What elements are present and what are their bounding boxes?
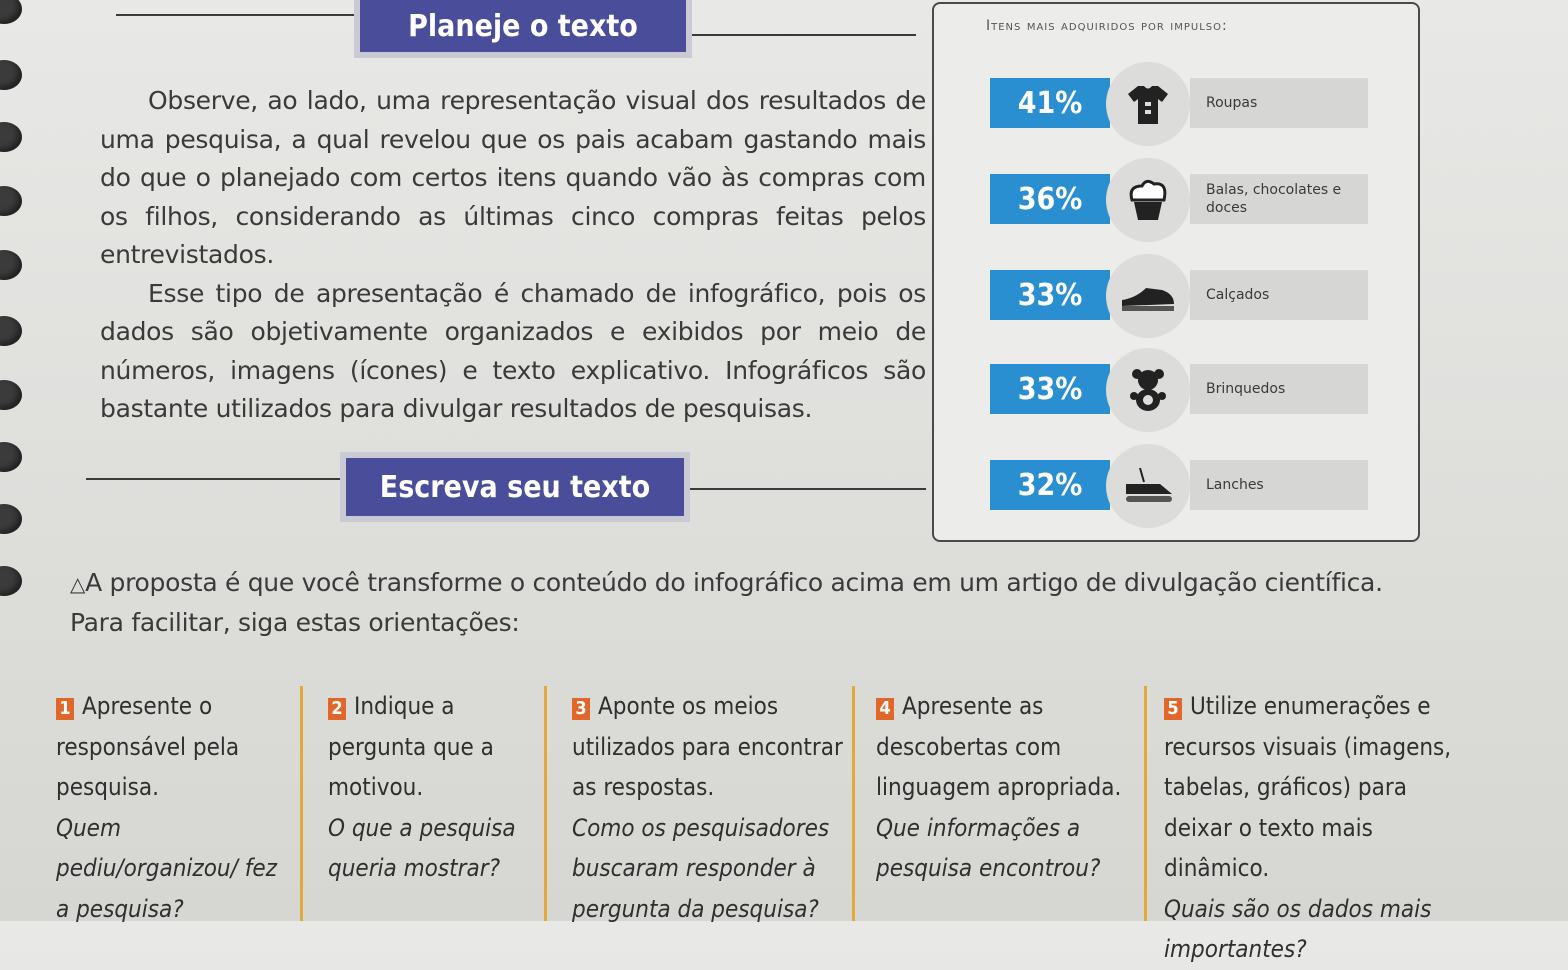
icon-circle xyxy=(1106,348,1190,432)
divider xyxy=(544,686,547,921)
teddy-bear-icon xyxy=(1130,369,1166,411)
binder-hole xyxy=(0,60,22,90)
rule-left xyxy=(86,478,340,480)
binder-hole xyxy=(0,316,22,346)
icon-circle xyxy=(1106,444,1190,528)
shirt-icon xyxy=(1128,86,1168,124)
item-label: Roupas xyxy=(1190,78,1368,128)
divider xyxy=(300,686,303,921)
step-number: 1 xyxy=(56,698,74,720)
binder-hole xyxy=(0,122,22,152)
percent-badge: 33% xyxy=(990,270,1110,320)
cupcake-icon xyxy=(1129,179,1167,220)
step-2: 2 Indique a pergunta que a motivou. O que… xyxy=(328,686,540,889)
proposal-line-1: △A proposta é que você transforme o cont… xyxy=(70,568,1383,597)
proposal-line-2: Para facilitar, siga estas orientações: xyxy=(70,608,520,637)
step-3: 3 Aponte os meios utilizados para encontr… xyxy=(572,686,848,929)
step-question: Que informações a pesquisa encontrou? xyxy=(876,813,1101,883)
binder-hole xyxy=(0,0,22,24)
sandwich-icon xyxy=(1126,467,1172,502)
icon-circle xyxy=(1106,254,1190,338)
step-4: 4 Apresente as descobertas com linguagem … xyxy=(876,686,1138,889)
step-question: Como os pesquisadores buscaram responder… xyxy=(572,813,830,923)
icon-circle xyxy=(1106,62,1190,146)
step-1: 1 Apresente o responsável pela pesquisa. … xyxy=(56,686,296,929)
divider xyxy=(852,686,855,921)
step-text: Utilize enumerações e recursos visuais (… xyxy=(1164,692,1452,882)
shoe-icon xyxy=(1122,288,1174,311)
section-title-plan: Planeje o texto xyxy=(360,0,686,52)
binder-hole xyxy=(0,186,22,216)
binder-hole xyxy=(0,566,22,596)
step-text: Aponte os meios utilizados para encontra… xyxy=(572,692,843,801)
binder-hole xyxy=(0,250,22,280)
item-label: Brinquedos xyxy=(1190,364,1368,414)
item-label: Balas, chocolates e doces xyxy=(1190,174,1368,224)
infographic: Itens mais adquiridos por impulso: 41% R… xyxy=(932,2,1420,542)
step-number: 4 xyxy=(876,698,894,720)
body-text: Observe, ao lado, uma representação visu… xyxy=(100,82,926,429)
step-number: 3 xyxy=(572,698,590,720)
percent-badge: 32% xyxy=(990,460,1110,510)
infographic-title: Itens mais adquiridos por impulso: xyxy=(986,18,1228,34)
step-text: Apresente as descobertas com linguagem a… xyxy=(876,692,1122,801)
step-text: Apresente o responsável pela pesquisa. xyxy=(56,692,240,801)
percent-badge: 33% xyxy=(990,364,1110,414)
step-number: 2 xyxy=(328,698,346,720)
percent-badge: 41% xyxy=(990,78,1110,128)
step-question: Quem pediu/organizou/ fez a pesquisa? xyxy=(56,813,277,923)
section-title-write: Escreva seu texto xyxy=(346,458,684,516)
triangle-icon: △ xyxy=(70,572,86,596)
step-number: 5 xyxy=(1164,698,1182,720)
step-text: Indique a pergunta que a motivou. xyxy=(328,692,494,801)
item-label: Calçados xyxy=(1190,270,1368,320)
step-5: 5 Utilize enumerações e recursos visuais … xyxy=(1164,686,1464,970)
rule-right xyxy=(690,488,926,490)
item-label: Lanches xyxy=(1190,460,1368,510)
binder-hole xyxy=(0,442,22,472)
icon-circle xyxy=(1106,158,1190,242)
rule-left xyxy=(116,14,356,16)
paragraph-2: Esse tipo de apresentação é chamado de i… xyxy=(100,278,926,424)
percent-badge: 36% xyxy=(990,174,1110,224)
binder-hole xyxy=(0,380,22,410)
step-question: Quais são os dados mais importantes? xyxy=(1164,894,1432,964)
divider xyxy=(1144,686,1147,921)
rule-right xyxy=(690,34,916,36)
step-question: O que a pesquisa queria mostrar? xyxy=(328,813,516,883)
paragraph-1: Observe, ao lado, uma representação visu… xyxy=(100,86,926,269)
binder-hole xyxy=(0,504,22,534)
